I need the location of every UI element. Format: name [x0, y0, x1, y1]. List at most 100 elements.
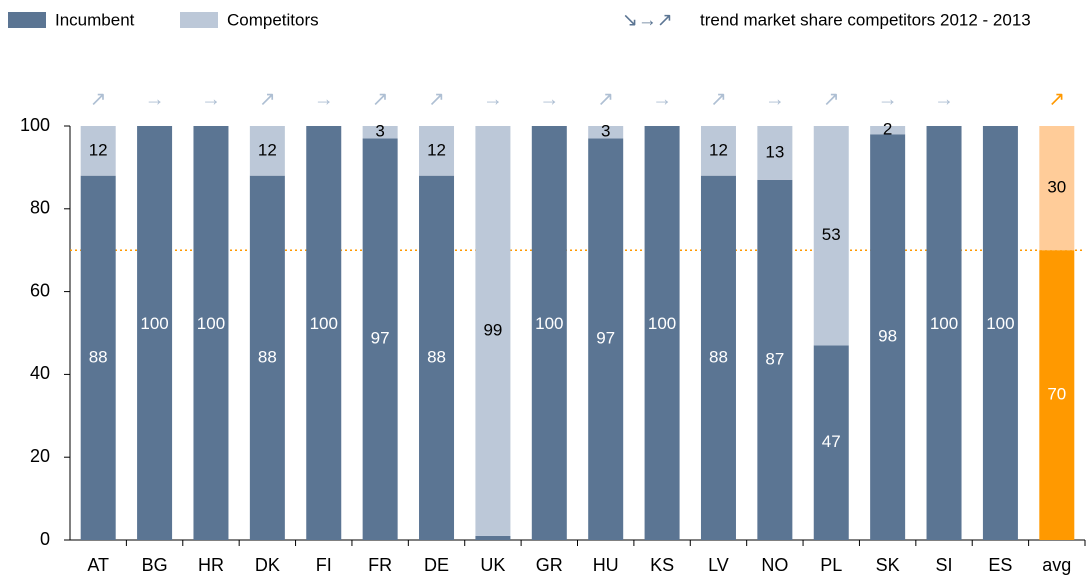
- x-tick-label: FI: [316, 555, 332, 575]
- x-tick-label: SI: [936, 555, 953, 575]
- x-tick-label: avg: [1042, 555, 1071, 575]
- data-label: 12: [89, 140, 108, 159]
- data-label: 47: [822, 432, 841, 451]
- bar-segment: [700, 175, 736, 540]
- x-tick-label: KS: [650, 555, 674, 575]
- x-tick-label: UK: [480, 555, 505, 575]
- trend-arrow: →: [934, 88, 954, 110]
- bar-segment: [80, 175, 116, 540]
- bar-segment: [419, 175, 455, 540]
- data-label: 100: [140, 314, 168, 333]
- y-tick-label: 100: [20, 115, 50, 135]
- x-tick-label: BG: [142, 555, 168, 575]
- data-label: 100: [986, 314, 1014, 333]
- bar-segment: [870, 134, 906, 540]
- data-label: 99: [483, 320, 502, 339]
- data-label: 100: [197, 314, 225, 333]
- x-tick-label: SK: [876, 555, 900, 575]
- bar-segment: [137, 126, 173, 540]
- trend-arrow: ↗: [259, 88, 276, 110]
- y-tick-label: 40: [30, 363, 50, 383]
- x-tick-label: DE: [424, 555, 449, 575]
- bar-segment: [1039, 250, 1075, 540]
- trend-arrow: →: [765, 88, 785, 110]
- data-label: 3: [601, 122, 610, 141]
- data-label: 88: [427, 347, 446, 366]
- trend-arrow: ↗: [823, 88, 840, 110]
- x-tick-label: HU: [593, 555, 619, 575]
- bar-segment: [249, 126, 285, 176]
- bar-segment: [193, 126, 229, 540]
- data-label: 98: [878, 327, 897, 346]
- data-label: 87: [765, 349, 784, 368]
- data-label: 100: [535, 314, 563, 333]
- trend-arrow: ↗: [428, 88, 445, 110]
- bar-segment: [249, 175, 285, 540]
- bar-segment: [362, 138, 398, 541]
- trend-arrow: →: [878, 88, 898, 110]
- data-label: 70: [1047, 385, 1066, 404]
- bar-segment: [757, 179, 793, 540]
- trend-arrow: ↗: [1048, 88, 1065, 110]
- trend-arrow: →: [652, 88, 672, 110]
- x-tick-label: PL: [820, 555, 842, 575]
- x-tick-label: AT: [87, 555, 109, 575]
- data-label: 88: [89, 347, 108, 366]
- bar-segment: [700, 126, 736, 176]
- legend-swatch: [180, 12, 218, 28]
- trend-legend-symbols: ↘→↗: [622, 10, 673, 31]
- x-tick-label: ES: [988, 555, 1012, 575]
- trend-arrow: →: [145, 88, 165, 110]
- bar-segment: [306, 126, 342, 540]
- bar-segment: [813, 345, 849, 540]
- legend-label: Competitors: [227, 10, 319, 29]
- y-tick-label: 20: [30, 446, 50, 466]
- bar-segment: [588, 126, 624, 139]
- data-label: 3: [375, 122, 384, 141]
- data-label: 13: [765, 142, 784, 161]
- data-label: 100: [310, 314, 338, 333]
- bar-segment: [80, 126, 116, 176]
- trend-arrow: →: [314, 88, 334, 110]
- y-tick-label: 80: [30, 198, 50, 218]
- trend-arrow: ↗: [710, 88, 727, 110]
- trend-arrow: →: [483, 88, 503, 110]
- x-tick-label: FR: [368, 555, 392, 575]
- trend-arrow: ↗: [372, 88, 389, 110]
- bar-segment: [982, 126, 1018, 540]
- x-tick-label: GR: [536, 555, 563, 575]
- x-tick-label: HR: [198, 555, 224, 575]
- y-tick-label: 60: [30, 280, 50, 300]
- bar-segment: [475, 535, 511, 540]
- trend-arrow: ↗: [597, 88, 614, 110]
- x-tick-label: LV: [708, 555, 729, 575]
- trend-arrow: ↗: [90, 88, 107, 110]
- data-label: 88: [258, 347, 277, 366]
- bar-segment: [419, 126, 455, 176]
- bar-segment: [1039, 126, 1075, 251]
- data-label: 30: [1047, 178, 1066, 197]
- data-label: 12: [427, 140, 446, 159]
- trend-arrow: →: [201, 88, 221, 110]
- bar-segment: [870, 126, 906, 135]
- data-label: 2: [883, 120, 892, 139]
- x-tick-label: NO: [761, 555, 788, 575]
- bar-segment: [644, 126, 680, 540]
- bar-segment: [588, 138, 624, 541]
- trend-arrow: →: [539, 88, 559, 110]
- data-label: 88: [709, 347, 728, 366]
- trend-legend-label: trend market share competitors 2012 - 20…: [700, 10, 1031, 29]
- bar-segment: [813, 126, 849, 346]
- data-label: 53: [822, 225, 841, 244]
- bar-segment: [926, 126, 962, 540]
- data-label: 12: [709, 140, 728, 159]
- bar-segment: [531, 126, 567, 540]
- bar-segment: [757, 126, 793, 180]
- bar-segment: [362, 126, 398, 139]
- data-label: 12: [258, 140, 277, 159]
- bar-segment: [475, 126, 511, 536]
- legend-label: Incumbent: [55, 10, 135, 29]
- data-label: 100: [930, 314, 958, 333]
- legend-swatch: [8, 12, 46, 28]
